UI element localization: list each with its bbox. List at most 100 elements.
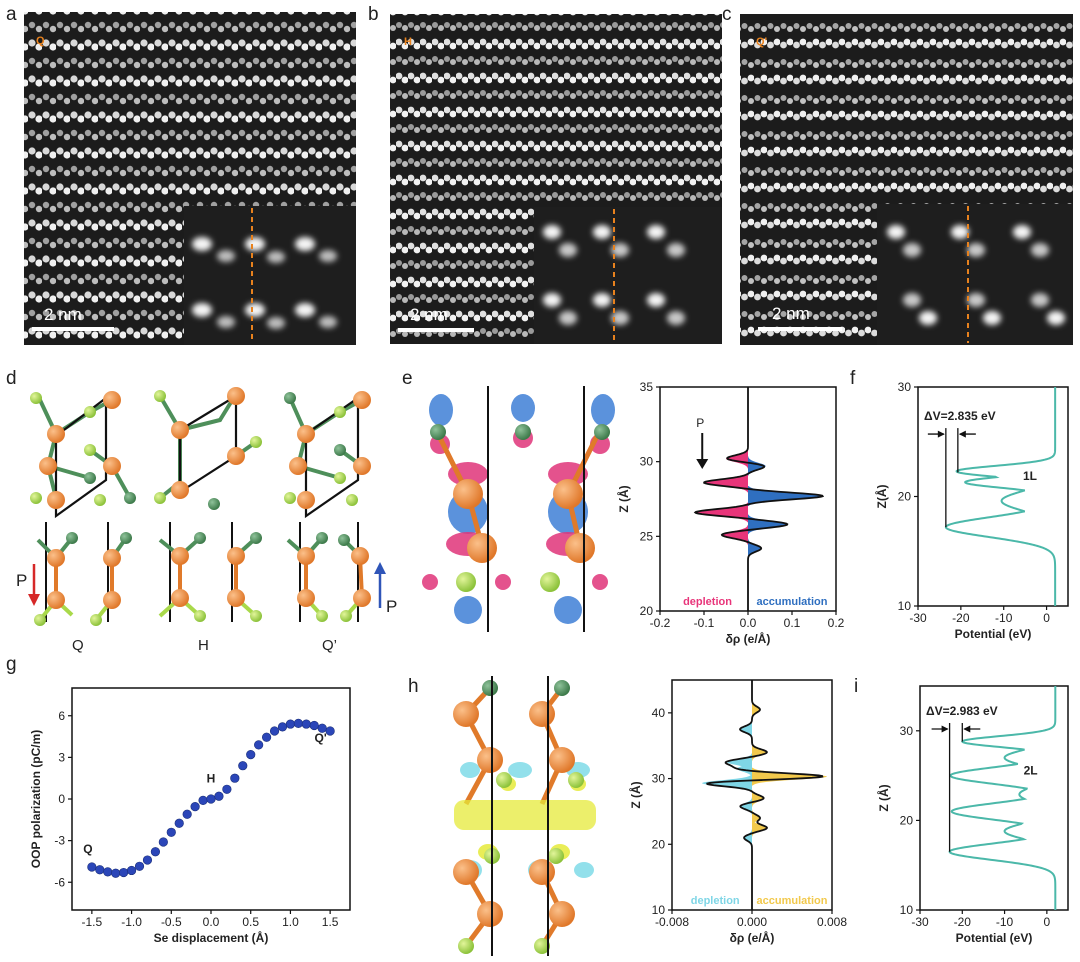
scale-label-a: 2 nm xyxy=(44,305,82,324)
y-tick-label: 30 xyxy=(652,772,666,786)
data-point xyxy=(325,726,335,736)
panel-letter-a: a xyxy=(6,4,17,25)
panel-letter-b: b xyxy=(368,4,379,25)
x-tick-label: -0.1 xyxy=(694,616,715,630)
y-tick-label: 0 xyxy=(58,792,65,806)
data-point xyxy=(150,847,160,857)
scale-bar-a xyxy=(32,327,114,331)
chart-e: -0.2 -0.1 0.0 0.1 0.2 20 25 30 35 δρ (e/Å) Z (Å) de… xyxy=(616,380,845,646)
panel-e: e -0.2 -0.1 0.0 0.1 0.2 20 25 30 35 δρ (e/Å) Z (Å)… xyxy=(402,368,845,646)
panel-b: b H 2 nm xyxy=(368,4,722,344)
y-tick-label: -6 xyxy=(54,875,65,889)
panel-f: f -30 -20 -10 0 10 20 30 Potential (eV) Z(Å) ΔV=2… xyxy=(850,368,1069,641)
x-tick-label: 0.5 xyxy=(242,915,259,929)
charge-density-structure-h xyxy=(453,676,596,956)
data-point xyxy=(277,722,288,732)
x-axis-label: Potential (eV) xyxy=(955,627,1032,641)
depletion-lobe xyxy=(737,759,752,778)
panel-letter-e: e xyxy=(402,368,413,389)
x-tick-label: -20 xyxy=(954,915,972,929)
data-point xyxy=(214,791,224,801)
y-tick-label: 6 xyxy=(58,709,65,723)
phase-tag-b: H xyxy=(404,36,412,48)
x-tick-label: 0.008 xyxy=(817,915,847,929)
panel-a: a Q 2 nm xyxy=(6,4,356,345)
x-tick-label: 0 xyxy=(1043,611,1050,625)
depletion-label: depletion xyxy=(691,895,740,907)
accumulation-label: accumulation xyxy=(757,895,828,907)
panel-letter-g: g xyxy=(6,654,17,675)
data-point xyxy=(206,794,216,804)
data-point xyxy=(198,795,208,805)
structure-side-h xyxy=(158,522,262,622)
data-point xyxy=(262,732,272,742)
point-label: Q' xyxy=(315,731,327,745)
x-tick-label: -0.008 xyxy=(655,915,689,929)
x-tick-label: 0.000 xyxy=(737,915,767,929)
y-tick-label: 20 xyxy=(898,490,912,504)
data-point xyxy=(87,862,97,872)
x-axis-label: δρ (e/Å) xyxy=(726,631,771,646)
layer-label: 2L xyxy=(1024,763,1038,777)
data-point xyxy=(309,720,319,731)
delta-arrow-right-head xyxy=(963,725,971,733)
polarization-label-left: P xyxy=(16,571,27,590)
x-tick-label: -30 xyxy=(911,915,929,929)
x-tick-label: -20 xyxy=(952,611,970,625)
data-point xyxy=(285,719,296,729)
panel-d: d xyxy=(6,368,397,654)
structure-side-qprime: P xyxy=(286,522,397,622)
data-point xyxy=(134,861,145,871)
delta-v-annotation: ΔV=2.835 eV xyxy=(924,409,996,423)
chart-i: -30 -20 -10 0 10 20 30 Potential (eV) Z (Å) ΔV=2.… xyxy=(876,685,1069,945)
data-point xyxy=(301,719,311,729)
depletion-label: depletion xyxy=(683,596,732,608)
x-tick-label: 0 xyxy=(1044,915,1051,929)
data-point xyxy=(254,740,264,750)
data-point xyxy=(182,809,192,819)
potential-curve xyxy=(944,387,1057,606)
x-tick-label: -10 xyxy=(996,915,1014,929)
y-tick-label: -3 xyxy=(54,834,65,848)
structure-top-q xyxy=(30,391,136,519)
x-tick-label: 1.0 xyxy=(282,915,299,929)
y-tick-label: 40 xyxy=(652,706,666,720)
scale-bar-b xyxy=(398,328,474,332)
potential-curve xyxy=(948,686,1057,910)
data-point xyxy=(238,761,248,771)
polarization-label-right: P xyxy=(386,597,397,616)
y-tick-label: 10 xyxy=(652,903,666,917)
data-point xyxy=(126,865,137,876)
data-point xyxy=(230,773,240,783)
charge-curve xyxy=(693,387,825,611)
data-point xyxy=(95,865,105,875)
stem-inset-a xyxy=(184,206,356,345)
x-tick-label: 0.2 xyxy=(828,616,845,630)
data-point xyxy=(158,837,168,847)
x-axis-label: Se displacement (Å) xyxy=(154,930,269,945)
y-axis-label: OOP polarization (pC/m) xyxy=(29,730,43,868)
stem-inset-c xyxy=(877,204,1073,345)
y-tick-label: 30 xyxy=(640,455,654,469)
point-label: H xyxy=(207,771,216,785)
stem-inset-b xyxy=(534,207,722,344)
y-tick-label: 3 xyxy=(58,750,65,764)
y-tick-label: 10 xyxy=(900,903,914,917)
scale-label-c: 2 nm xyxy=(772,304,810,323)
structure-label-qprime: Q’ xyxy=(322,637,337,654)
structure-top-qprime xyxy=(284,391,371,519)
y-axis-label: Z(Å) xyxy=(874,485,889,509)
x-tick-label: 1.5 xyxy=(322,915,339,929)
panel-h: h xyxy=(408,676,847,956)
panel-letter-i: i xyxy=(854,676,858,697)
x-tick-label: 0.0 xyxy=(740,616,757,630)
plot-frame xyxy=(919,685,1069,911)
data-point xyxy=(166,827,176,837)
phase-tag-a: Q xyxy=(36,35,45,47)
y-tick-label: 20 xyxy=(652,837,666,851)
x-tick-label: -1.0 xyxy=(121,915,142,929)
arrow-label: P xyxy=(696,416,704,430)
panel-letter-h: h xyxy=(408,676,419,697)
structure-top-h xyxy=(154,387,262,510)
